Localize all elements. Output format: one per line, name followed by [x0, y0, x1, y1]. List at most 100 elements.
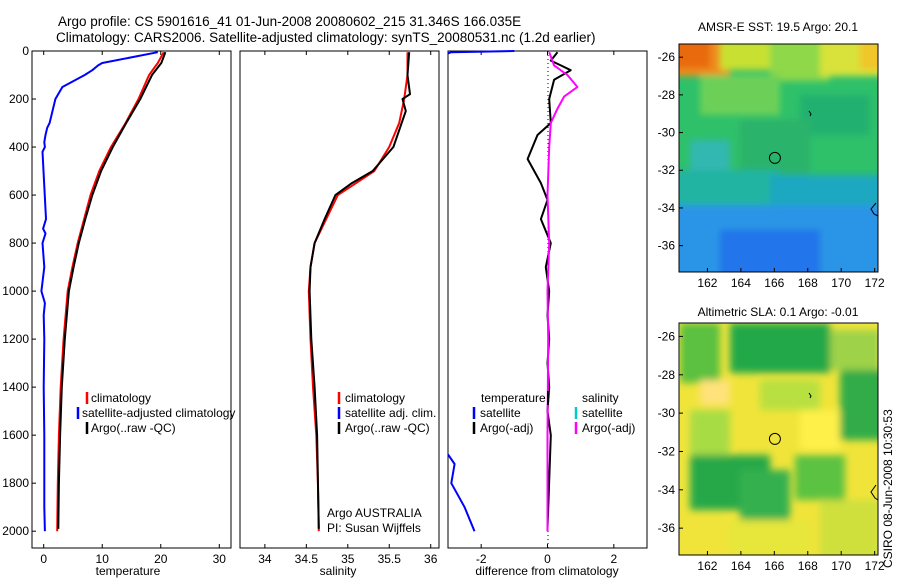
- sla_map-y-tick-label: -30: [658, 406, 676, 420]
- sst_map-y-tick-label: -28: [658, 88, 676, 102]
- legend-temperature-title: temperature: [481, 391, 546, 405]
- salinity-panel: 34 34.5 35 35.5 36 salinity climatology sate…: [239, 50, 440, 578]
- sla-island: [808, 392, 812, 399]
- temperature-y-tick-label: 800: [9, 236, 29, 250]
- temperature-y-tick-label: 1000: [2, 284, 29, 298]
- salinity-x-tick-label: 35.5: [378, 552, 402, 566]
- sla-map-ticks: 162 164 166 168 170 172 -26 -28 -30 -32 -34 -36: [658, 329, 885, 573]
- temperature-y-tick-label: 1600: [2, 428, 29, 442]
- temperature-series-1: [40, 51, 158, 532]
- temperature-x-tick-label: 0: [40, 552, 47, 566]
- temperature-y-tick-label: 1400: [2, 380, 29, 394]
- difference-x-tick-label: 0: [544, 552, 551, 566]
- sst_map-x-tick-label: 168: [798, 276, 818, 290]
- timestamp-stamp: CSIRO 08-Jun-2008 10:30:53: [881, 409, 895, 568]
- sla_map-y-tick-label: -34: [658, 483, 676, 497]
- difference-panel: -2 0 2 difference from climatology tempera…: [447, 50, 648, 578]
- temperature-y-tick-label: 2000: [2, 524, 29, 538]
- sla_map-x-tick-label: 168: [798, 559, 818, 573]
- sla-map-title: Altimetric SLA: 0.1 Argo: -0.01: [698, 305, 859, 319]
- salinity-annotation-line2: PI: Susan Wijffels: [327, 521, 421, 535]
- sla_map-y-tick-label: -26: [658, 329, 676, 343]
- sla-coastline: [870, 484, 879, 501]
- temperature-x-tick-label: 10: [96, 552, 110, 566]
- sla_map-x-tick-label: 170: [831, 559, 851, 573]
- difference-x-label: difference from climatology: [475, 564, 618, 578]
- temperature-y-tick-label: 400: [9, 140, 29, 154]
- salinity-annotation-line1: Argo AUSTRALIA: [327, 506, 422, 520]
- salinity-series-0: [307, 52, 409, 532]
- salinity-x-tick-label: 34.5: [295, 552, 319, 566]
- salinity-x-tick-label: 35: [341, 552, 355, 566]
- salinity-series: [307, 52, 411, 532]
- difference-series-3: [546, 51, 579, 532]
- temperature-x-tick-label: 20: [154, 552, 168, 566]
- sst-map-image: [679, 44, 878, 272]
- sla_map-x-tick-label: 166: [764, 559, 784, 573]
- sla-map-image: [679, 323, 878, 555]
- sla_map-y-tick-label: -36: [658, 521, 676, 535]
- temperature-x-label: temperature: [96, 564, 161, 578]
- sla_map-y-tick-label: -28: [658, 368, 676, 382]
- salinity-legend: climatology satellite adj. clim. Argo(..…: [337, 391, 436, 435]
- temperature-x-tick-label: 30: [213, 552, 227, 566]
- legend-salinity-title: salinity: [582, 391, 619, 405]
- sst_map-y-tick-label: -34: [658, 201, 676, 215]
- salinity-series-1: [308, 52, 411, 529]
- sst_map-x-tick-label: 170: [831, 276, 851, 290]
- sst_map-x-tick-label: 166: [764, 276, 784, 290]
- legend-argo-label: Argo(..raw -QC): [91, 421, 176, 435]
- legend-diff-argo-label: Argo(-adj): [480, 421, 533, 435]
- temperature-y-tick-label: 600: [9, 188, 29, 202]
- sst-map-panel: AMSR-E SST: 19.5 Argo: 20.1 162 164: [658, 20, 885, 290]
- difference-x-tick-label: -2: [476, 552, 487, 566]
- legend-climatology-label: climatology: [91, 391, 151, 405]
- sla_map-x-tick-label: 164: [731, 559, 751, 573]
- temperature-y-tick-label: 0: [22, 44, 29, 58]
- temperature-y-ticks: 0 200 400 600 800 1000 1200 1400 1600 1800 2000: [2, 44, 36, 538]
- legend-sal-diff-satellite-label: satellite: [582, 406, 623, 420]
- sst-float-position-marker: [768, 151, 781, 164]
- figure-title-line2: Climatology: CARS2006. Satellite-adjuste…: [56, 30, 596, 45]
- salinity-x-label: salinity: [320, 564, 357, 578]
- sst-island: [808, 110, 812, 117]
- sst-map-axes-box: [678, 43, 879, 273]
- temperature-series-2: [57, 51, 167, 529]
- temperature-y-tick-label: 200: [9, 92, 29, 106]
- legend-satellite-label: satellite-adjusted climatology: [82, 406, 235, 420]
- sla-map-axes-box: [678, 322, 879, 556]
- temperature-y-tick-label: 1800: [2, 476, 29, 490]
- difference-series: [447, 50, 579, 532]
- sla_map-x-tick-label: 162: [697, 559, 717, 573]
- temperature-series: [40, 51, 167, 532]
- sst_map-x-tick-label: 172: [865, 276, 885, 290]
- legend-sal-satellite-label: satellite adj. clim.: [345, 406, 436, 420]
- legend-sal-argo-label: Argo(..raw -QC): [345, 421, 430, 435]
- legend-diff-satellite-label: satellite: [480, 406, 521, 420]
- temperature-x-ticks: 0 10 20 30: [40, 51, 226, 566]
- sla-float-position-marker: [768, 432, 781, 445]
- difference-x-tick-label: 2: [610, 552, 617, 566]
- sst-map-title: AMSR-E SST: 19.5 Argo: 20.1: [698, 20, 858, 34]
- sst_map-y-tick-label: -26: [658, 50, 676, 64]
- difference-series-0: [447, 50, 515, 55]
- salinity-axes-box: [239, 50, 440, 549]
- salinity-x-tick-label: 36: [424, 552, 438, 566]
- legend-sal-diff-argo-label: Argo(-adj): [582, 421, 635, 435]
- sla-map-panel: Altimetric SLA: 0.1 Argo: -0.01 162 164 16…: [658, 305, 885, 573]
- sst_map-x-tick-label: 162: [697, 276, 717, 290]
- difference-legend: temperature satellite Argo(-adj) salinit…: [472, 391, 635, 435]
- figure-title-line1: Argo profile: CS 5901616_41 01-Jun-2008 …: [58, 14, 521, 29]
- temperature-axes-box: [31, 50, 232, 549]
- sst-map-ticks: 162 164 166 168 170 172 -26 -28 -30 -32 -34 -36: [658, 50, 885, 290]
- sst_map-y-tick-label: -30: [658, 126, 676, 140]
- sst_map-x-tick-label: 164: [731, 276, 751, 290]
- salinity-x-tick-label: 34: [258, 552, 272, 566]
- sla_map-x-tick-label: 172: [865, 559, 885, 573]
- sst-coastline: [870, 202, 879, 217]
- difference-x-ticks: -2 0 2: [476, 51, 617, 566]
- difference-series-1: [447, 453, 476, 532]
- sst_map-y-tick-label: -32: [658, 163, 676, 177]
- sst_map-y-tick-label: -36: [658, 239, 676, 253]
